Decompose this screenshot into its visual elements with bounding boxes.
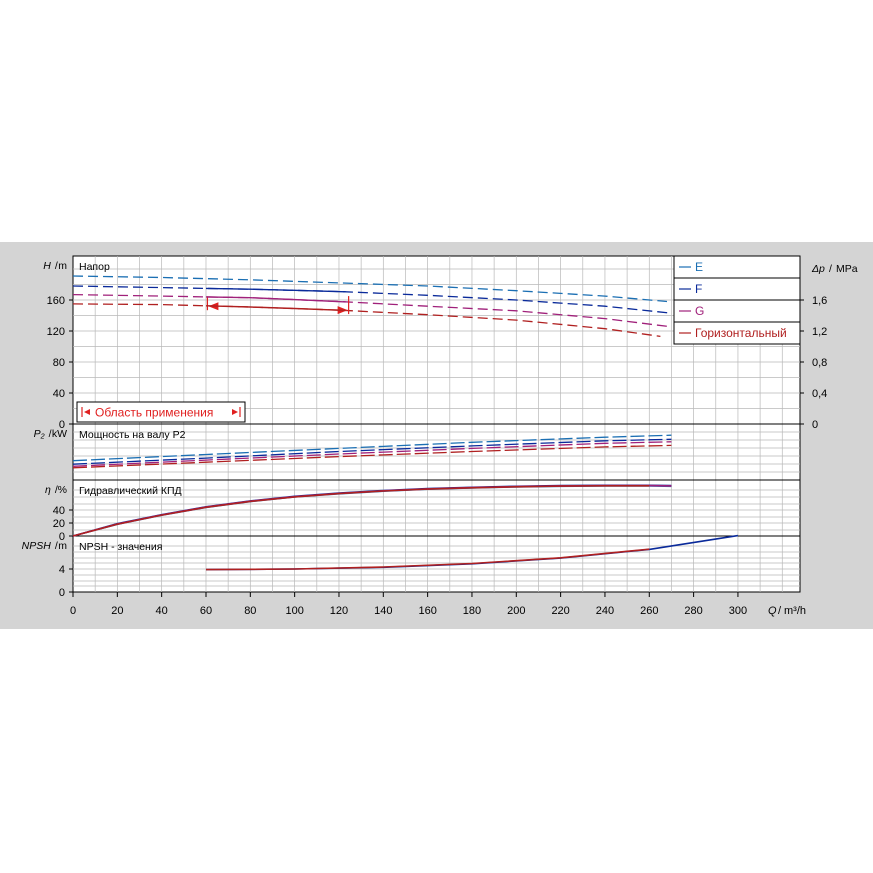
series-line-e [72, 434, 672, 462]
y-tick-label: 0 [59, 419, 65, 431]
legend-label: Горизонтальный [695, 326, 787, 340]
x-tick-label: 260 [640, 605, 658, 617]
y2-tick-label: 0,8 [812, 357, 827, 369]
y-tick-label: 160 [47, 295, 65, 307]
panel-title: NPSH - значения [79, 541, 162, 553]
pump-performance-chart: 0 20 40 60 80 100 120 140 160 180 200 220 240 260 280 3… [0, 242, 873, 629]
series-line-g [72, 441, 672, 467]
x-tick-label: 20 [111, 605, 123, 617]
panel-title: Напор [79, 261, 110, 273]
chart-canvas: 0 20 40 60 80 100 120 140 160 180 200 220 240 260 280 3… [22, 255, 858, 617]
application-range-box-left-arrow [84, 409, 90, 415]
x-tick-label: 60 [200, 605, 212, 617]
series-line-f [72, 438, 672, 465]
x-tick-label: 200 [507, 605, 525, 617]
application-range-label: Область применения [95, 406, 213, 420]
application-range-segment [205, 287, 346, 293]
panel-title: Мощность на валу P2 [79, 429, 186, 441]
y-axis-unit: kW [52, 428, 67, 440]
y-axis-symbol: H [43, 260, 51, 272]
legend-label: E [695, 260, 703, 274]
y2-tick-label: 0 [812, 419, 818, 431]
series-line-e [72, 275, 668, 303]
application-range-segment [205, 296, 346, 303]
y-axis-symbol: NPSH [22, 540, 52, 552]
x-axis: 0 20 40 60 80 100 120 140 160 180 200 220 240 260 280 3… [70, 592, 806, 617]
y2-tick-label: 1,6 [812, 295, 827, 307]
x-axis-separator: / [778, 605, 782, 617]
y-tick-label: 120 [47, 326, 65, 338]
series-line-горизонтальный [205, 548, 650, 571]
y-tick-label: 0 [59, 531, 65, 543]
y-tick-label: 40 [53, 505, 65, 517]
x-tick-label: 220 [551, 605, 569, 617]
series-line-горизонтальный [72, 444, 672, 469]
y-tick-label: 20 [53, 518, 65, 530]
y-axis-separator: / [55, 484, 58, 496]
y-tick-label: 0 [59, 587, 65, 599]
panel-power: Мощность на валу P2 kW/ P₂ [34, 428, 672, 469]
series-line-горизонтальный [72, 303, 661, 338]
y2-tick-label: 1,2 [812, 326, 827, 338]
y-axis-separator: / [55, 260, 58, 272]
y-tick-label: 4 [59, 564, 65, 576]
application-range-box [76, 401, 246, 423]
y-tick-label: 80 [53, 357, 65, 369]
x-tick-label: 180 [463, 605, 481, 617]
x-axis-unit: m³/h [784, 605, 806, 617]
series-line-g [72, 293, 668, 327]
x-tick-label: 280 [684, 605, 702, 617]
x-tick-label: 140 [374, 605, 392, 617]
application-range-segment [205, 305, 346, 312]
x-axis-symbol: Q [768, 605, 777, 617]
series-line-f [72, 285, 672, 314]
panel-title: Гидравлический КПД [79, 485, 182, 497]
x-tick-label: 160 [418, 605, 436, 617]
y2-axis-symbol: Δp [811, 263, 825, 275]
x-tick-label: 240 [596, 605, 614, 617]
legend-label: G [695, 304, 704, 318]
y-axis-separator: / [55, 540, 58, 552]
x-tick-label: 100 [285, 605, 303, 617]
y2-tick-label: 0,4 [812, 388, 827, 400]
x-tick-label: 40 [156, 605, 168, 617]
x-tick-label: 300 [729, 605, 747, 617]
y-axis-unit: % [58, 484, 67, 496]
panel-npsh: NPSH - значения m/NPSH 0 4 [22, 534, 739, 599]
x-tick-label: 0 [70, 605, 76, 617]
y2-axis-separator: / [829, 263, 832, 275]
y-axis-unit: m [58, 540, 67, 552]
y-axis-separator: / [49, 428, 52, 440]
legend-label: F [695, 282, 702, 296]
y-tick-label: 40 [53, 388, 65, 400]
application-range-box-right-arrow [232, 409, 238, 415]
y-axis-symbol: η [45, 484, 51, 496]
y-axis-unit: m [58, 260, 67, 272]
y-axis-symbol: P₂ [34, 428, 45, 440]
legend: EFG Горизонтальный [673, 255, 801, 345]
x-tick-label: 80 [244, 605, 256, 617]
series-line-горизонтальный [72, 485, 650, 537]
x-tick-label: 120 [330, 605, 348, 617]
y2-axis-unit: MPa [836, 263, 858, 275]
